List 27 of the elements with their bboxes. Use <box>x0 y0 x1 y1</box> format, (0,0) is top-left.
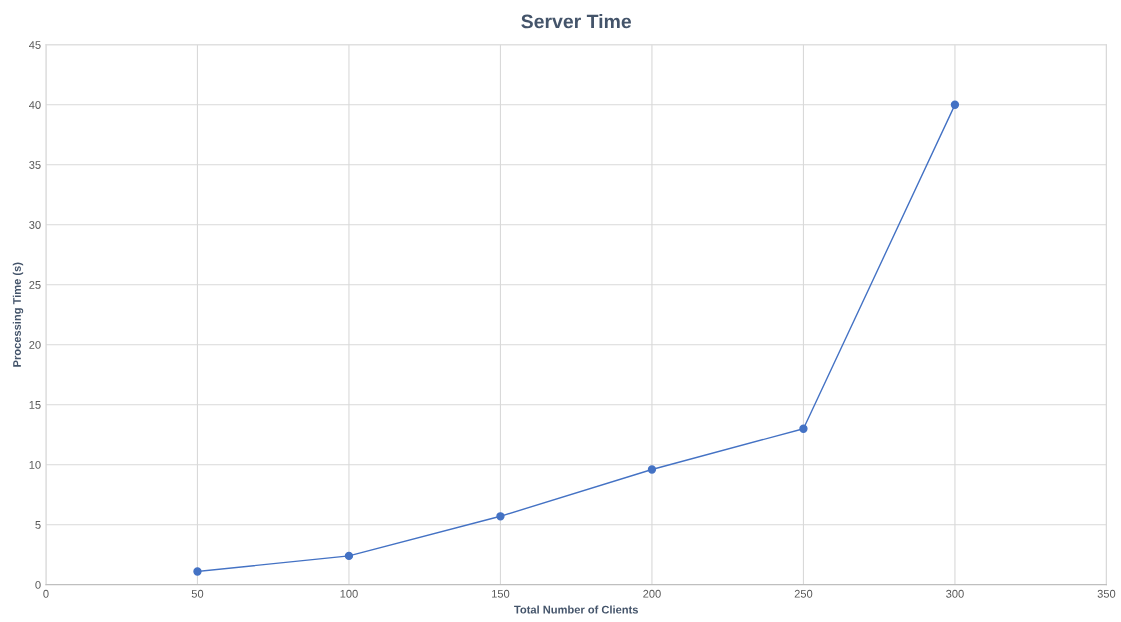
y-tick-label: 35 <box>29 161 41 169</box>
point <box>496 512 505 521</box>
chart-title: Server Time <box>521 14 632 29</box>
point <box>193 567 202 576</box>
y-tick-label: 25 <box>29 281 41 289</box>
x-tick-label: 350 <box>1097 589 1116 598</box>
x-tick-label: 100 <box>340 589 358 598</box>
y-tick-label: 45 <box>29 41 41 49</box>
y-tick-label: 15 <box>29 401 41 409</box>
point <box>647 465 657 474</box>
y-tick-label: 0 <box>35 580 41 589</box>
x-tick-label: 200 <box>643 589 661 598</box>
x-tick-label: 300 <box>946 589 964 598</box>
point <box>344 551 354 561</box>
point <box>950 100 960 109</box>
y-tick-label: 10 <box>29 460 41 469</box>
x-tick-label: 150 <box>492 589 510 598</box>
x-axis-title: Total Number of Clients <box>514 605 638 614</box>
x-tick-label: 50 <box>191 589 204 598</box>
y-tick-label: 40 <box>29 101 41 109</box>
y-tick-label: 5 <box>35 521 41 529</box>
y-tick-label: 30 <box>29 221 41 229</box>
y-tick-label: 20 <box>29 340 41 349</box>
point <box>799 424 808 433</box>
x-tick-label: 0 <box>43 589 49 598</box>
y-axis-title: Processing Time (s) <box>12 262 24 367</box>
x-tick-label: 250 <box>794 589 813 598</box>
